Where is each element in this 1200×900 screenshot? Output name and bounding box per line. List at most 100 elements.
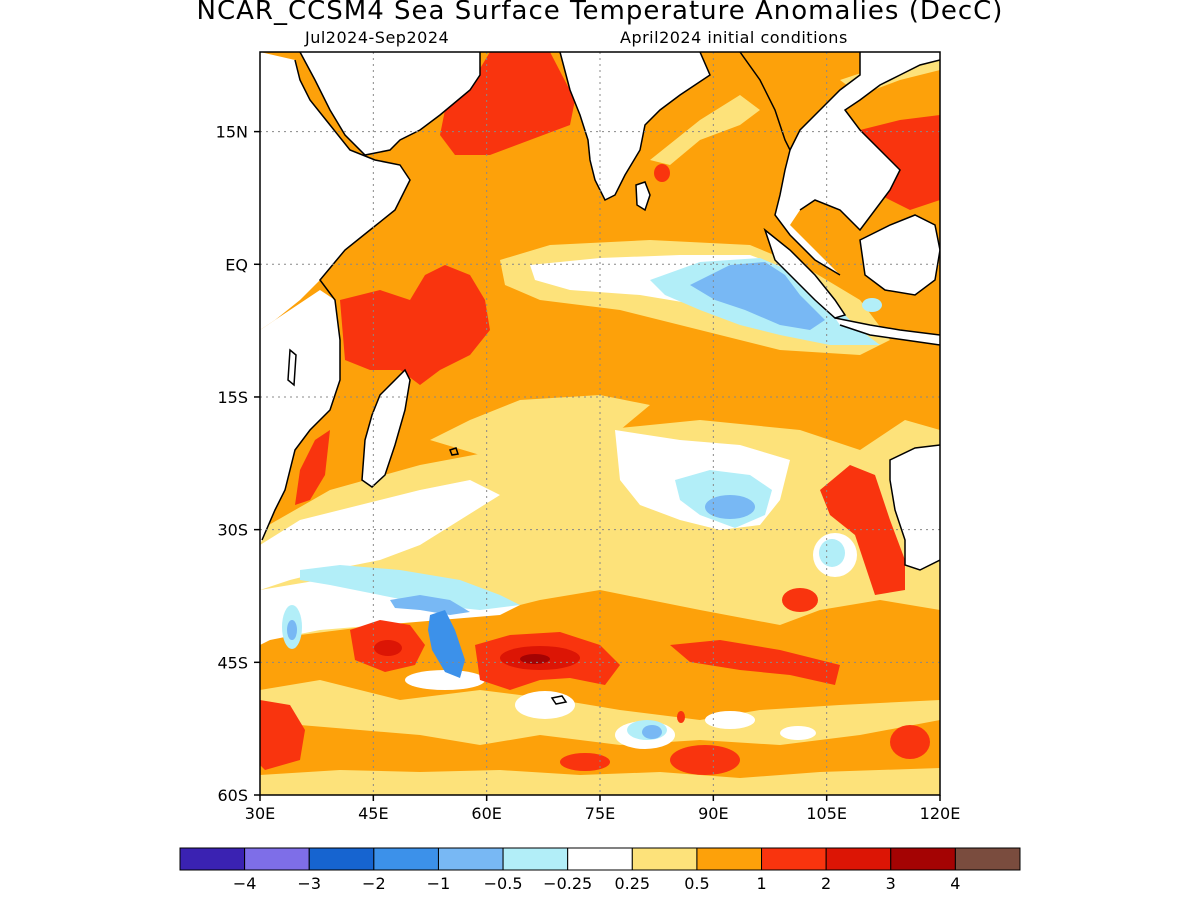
colorbar-label: −3	[297, 874, 321, 893]
colorbar-label: 2	[821, 874, 831, 893]
red-arabian-sea	[440, 52, 575, 155]
colorbar-label: −4	[233, 874, 257, 893]
coast-comoros	[287, 348, 297, 387]
colorbar-swatch	[179, 847, 246, 871]
initial-conditions: April2024 initial conditions	[620, 28, 848, 47]
colorbar-swatch	[825, 847, 892, 871]
red-southwest-corner	[260, 700, 305, 770]
colorbar-label: 0.25	[614, 874, 650, 893]
colorbar-swatch	[437, 847, 504, 871]
red-southwest-equatorial	[340, 265, 490, 385]
red-west-australia	[820, 465, 905, 595]
red-core-45s-a	[374, 640, 402, 656]
coast-borneo	[859, 214, 940, 296]
colorbar-label: −1	[427, 874, 451, 893]
cyan-spot-southeast	[862, 298, 882, 312]
red-spot-south-1	[670, 745, 740, 775]
colorbar-label: 1	[756, 874, 766, 893]
land-southeast-asia	[740, 52, 940, 275]
lat-tick-label: 15S	[217, 388, 248, 407]
cyan-spot-east	[819, 539, 845, 567]
lightblue-spot-west	[287, 620, 297, 640]
red-spot-bay-of-bengal	[654, 164, 670, 182]
land-borneo	[860, 215, 940, 295]
chart-title: NCAR_CCSM4 Sea Surface Temperature Anoma…	[196, 0, 1004, 26]
coast-southeast-asia	[739, 52, 841, 276]
longitude-axis: 30E 45E 60E 75E 90E 105E 120E	[245, 795, 961, 823]
white-spot-south-3	[705, 711, 755, 729]
red-spot-arabian-sea	[543, 106, 563, 130]
land-africa-arabia	[260, 52, 480, 330]
coast-arabia	[299, 52, 481, 156]
colorbar: −4 −3 −2 −1 −0.5 −0.25 0.25 0.5 1 2 3 4	[179, 847, 1021, 893]
lon-tick-label: 60E	[471, 804, 501, 823]
land-sumatra	[765, 230, 845, 318]
lon-tick-label: 30E	[245, 804, 275, 823]
coast-australia	[889, 444, 940, 571]
lightblue-spot-south	[642, 725, 662, 739]
colorbar-swatch	[696, 847, 763, 871]
colorbar-swatch	[502, 847, 569, 871]
colorbar-label: 4	[950, 874, 960, 893]
lon-tick-label: 120E	[920, 804, 961, 823]
red-spot-south-small	[677, 711, 685, 723]
white-spot-south-4	[780, 726, 816, 740]
red-south-45s-c	[670, 640, 840, 685]
lat-tick-label: EQ	[225, 255, 248, 274]
yellow-band-subtropical-left	[430, 395, 650, 455]
lat-tick-label: 15N	[216, 123, 248, 142]
colorbar-label: −0.5	[484, 874, 523, 893]
land-java	[835, 318, 940, 345]
colorbar-swatch	[244, 847, 310, 871]
lon-tick-label: 45E	[358, 804, 388, 823]
coast-red-sea	[261, 59, 411, 541]
lightblue-southwest	[390, 595, 470, 615]
white-spot-west	[405, 670, 485, 690]
lon-tick-label: 75E	[585, 804, 615, 823]
land-madagascar	[362, 370, 410, 487]
lon-tick-label: 105E	[806, 804, 847, 823]
white-spot-south-1	[515, 691, 575, 719]
blue-southwest-tongue	[428, 610, 465, 678]
colorbar-swatch	[761, 847, 827, 871]
land-india	[560, 52, 710, 200]
colorbar-swatch	[954, 847, 1021, 871]
latitude-axis: 15N EQ 15S 30S 45S 60S	[216, 123, 260, 805]
grid-lines	[260, 52, 940, 795]
colorbar-swatch	[567, 847, 633, 871]
lat-tick-label: 60S	[217, 786, 248, 805]
coast-java	[834, 317, 940, 346]
land-africa-east-coast	[260, 290, 340, 545]
coast-sri-lanka	[635, 181, 651, 212]
land-sri-lanka	[636, 182, 650, 210]
white-zone-southwest	[260, 480, 500, 590]
lon-tick-label: 90E	[698, 804, 728, 823]
coast-madagascar	[361, 368, 411, 488]
red-mozambique-channel	[295, 430, 330, 505]
colorbar-swatch	[890, 847, 956, 871]
lightblue-equatorial-east	[690, 262, 825, 330]
yellow-bottom-margin	[260, 768, 940, 795]
lightblue-south-central	[705, 495, 755, 519]
colorbar-swatch	[373, 847, 439, 871]
colorbar-label: 3	[886, 874, 896, 893]
lat-tick-label: 30S	[217, 521, 248, 540]
red-spot-southeast	[890, 725, 930, 759]
coastlines	[261, 52, 940, 705]
colorbar-swatch	[308, 847, 375, 871]
land-australia	[890, 445, 940, 570]
forecast-period: Jul2024-Sep2024	[305, 28, 450, 47]
coast-island-central	[449, 447, 459, 456]
colorbar-label: −2	[362, 874, 386, 893]
lat-tick-label: 45S	[217, 653, 248, 672]
coast-sumatra	[763, 227, 847, 319]
yellow-bay-of-bengal-edge	[650, 95, 760, 165]
cyan-southwest	[300, 565, 520, 610]
darkred-core-45s-b	[520, 654, 550, 664]
coast-island-south	[550, 695, 568, 705]
red-spot-east	[782, 588, 818, 612]
colorbar-label: −0.25	[543, 874, 592, 893]
coast-india	[559, 52, 711, 202]
coast-malay-peninsula	[789, 52, 940, 232]
